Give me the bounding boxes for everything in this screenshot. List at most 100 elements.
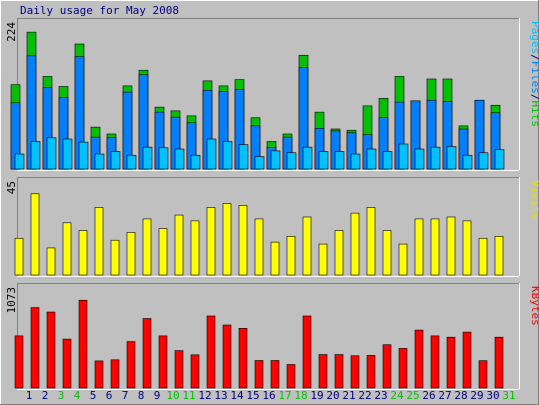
bar-kbytes-day-23	[366, 355, 376, 389]
bar-pages-day-18	[286, 152, 297, 170]
bar-visits-day-9	[142, 218, 152, 276]
bar-visits-day-7	[110, 239, 120, 276]
bar-pages-day-5	[78, 141, 89, 170]
bar-visits-day-2	[30, 193, 40, 276]
bar-visits-day-8	[126, 232, 136, 276]
bar-pages-day-24	[382, 151, 393, 170]
bar-pages-day-30	[478, 152, 489, 170]
day-label-8: 8	[138, 389, 145, 402]
day-label-12: 12	[198, 389, 211, 402]
bar-pages-day-8	[126, 154, 137, 170]
bar-pages-day-22	[350, 153, 361, 170]
bar-kbytes-day-8	[126, 341, 136, 389]
bar-visits-day-24	[382, 230, 392, 276]
bar-kbytes-day-14	[222, 324, 232, 389]
bar-pages-day-17	[270, 150, 281, 170]
bar-kbytes-day-28	[446, 336, 456, 389]
bar-pages-day-16	[254, 156, 265, 170]
bar-visits-day-22	[350, 212, 360, 276]
bar-kbytes-day-17	[270, 360, 280, 389]
day-label-30: 30	[486, 389, 499, 402]
legend-item: /	[529, 94, 539, 101]
panel-kbytes: 1073 KBytes	[5, 283, 539, 390]
bar-visits-day-30	[478, 237, 488, 276]
bar-visits-day-6	[94, 207, 104, 276]
legend-hits-files-pages: Pages/Files/Hits	[529, 21, 539, 127]
bar-visits-day-28	[446, 216, 456, 276]
panel-visits: 45 Visits	[5, 177, 539, 277]
bar-visits-day-17	[270, 241, 280, 276]
bar-visits-day-14	[222, 203, 232, 276]
bar-pages-day-12	[190, 154, 201, 170]
bar-kbytes-day-20	[318, 354, 328, 389]
legend-item: /	[529, 54, 539, 61]
bar-kbytes-day-6	[94, 360, 104, 389]
bar-kbytes-day-2	[30, 307, 40, 389]
y-max-label: 224	[5, 22, 18, 42]
bar-pages-day-1	[14, 153, 25, 170]
bar-kbytes-day-10	[158, 335, 168, 389]
day-label-1: 1	[26, 389, 33, 402]
bar-visits-day-26	[414, 218, 424, 276]
day-label-16: 16	[262, 389, 275, 402]
day-label-4: 4	[74, 389, 81, 402]
bar-kbytes-day-25	[398, 348, 408, 389]
bar-visits-day-1	[14, 237, 24, 276]
bar-kbytes-day-11	[174, 350, 184, 389]
day-label-10: 10	[166, 389, 179, 402]
day-label-15: 15	[246, 389, 259, 402]
day-label-2: 2	[42, 389, 49, 402]
day-label-18: 18	[294, 389, 307, 402]
bar-pages-day-11	[174, 148, 185, 170]
bar-kbytes-day-31	[494, 336, 504, 389]
day-label-21: 21	[342, 389, 355, 402]
day-label-28: 28	[454, 389, 467, 402]
bar-pages-day-6	[94, 153, 105, 170]
bar-pages-day-27	[430, 146, 441, 170]
bar-pages-day-28	[446, 146, 457, 170]
bar-visits-day-10	[158, 228, 168, 276]
day-label-6: 6	[106, 389, 113, 402]
bar-pages-day-10	[158, 147, 169, 170]
bar-visits-day-19	[302, 216, 312, 276]
bar-kbytes-day-16	[254, 360, 264, 389]
bar-pages-day-25	[398, 143, 409, 170]
legend-item: Pages	[529, 21, 539, 54]
bar-visits-day-18	[286, 236, 296, 276]
bar-kbytes-day-13	[206, 315, 216, 389]
bar-kbytes-day-21	[334, 354, 344, 389]
bar-kbytes-day-22	[350, 355, 360, 389]
bar-visits-day-21	[334, 230, 344, 276]
day-label-3: 3	[58, 389, 65, 402]
bar-pages-day-21	[334, 151, 345, 170]
day-label-31: 31	[502, 389, 515, 402]
bar-pages-day-23	[366, 148, 377, 170]
bar-visits-day-23	[366, 207, 376, 276]
day-label-13: 13	[214, 389, 227, 402]
day-label-29: 29	[470, 389, 483, 402]
bar-kbytes-day-7	[110, 359, 120, 389]
bar-pages-day-26	[414, 148, 425, 170]
bar-visits-day-27	[430, 218, 440, 276]
bar-kbytes-day-29	[462, 331, 472, 389]
bar-visits-day-4	[62, 222, 72, 276]
bar-visits-day-5	[78, 230, 88, 276]
day-label-24: 24	[390, 389, 404, 402]
bar-pages-day-19	[302, 146, 313, 170]
y-max-label: 45	[5, 181, 18, 194]
bar-pages-day-31	[494, 149, 505, 170]
bar-visits-day-31	[494, 236, 504, 276]
bar-visits-day-16	[254, 218, 264, 276]
day-label-23: 23	[374, 389, 387, 402]
bar-kbytes-day-15	[238, 328, 248, 389]
legend-item: Hits	[529, 101, 539, 128]
bar-pages-day-3	[46, 137, 57, 170]
bar-kbytes-day-30	[478, 360, 488, 389]
bar-visits-day-25	[398, 243, 408, 276]
legend-item: Files	[529, 61, 539, 94]
bar-visits-day-3	[46, 247, 56, 276]
bar-kbytes-day-9	[142, 318, 152, 389]
